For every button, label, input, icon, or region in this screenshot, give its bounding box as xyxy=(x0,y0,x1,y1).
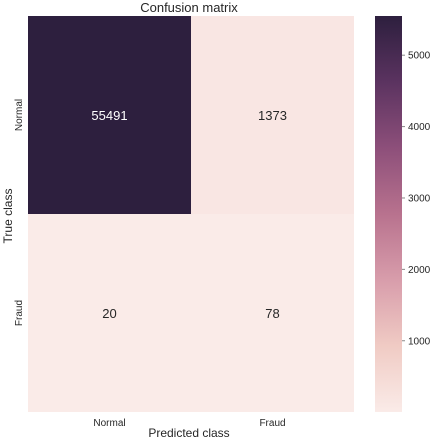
y-axis-tick-labels: Normal Fraud xyxy=(14,99,25,326)
x-tick-label: Fraud xyxy=(259,418,285,429)
colorbar-tick-label: 30000 xyxy=(408,193,430,204)
y-tick-label: Normal xyxy=(14,99,25,131)
colorbar-tick-labels: 10000 20000 30000 40000 50000 xyxy=(402,51,430,347)
x-axis-label: Predicted class xyxy=(148,426,229,440)
heatmap-cell xyxy=(191,214,354,412)
cell-value-label: 1373 xyxy=(258,108,287,123)
heatmap-cell xyxy=(28,214,191,412)
colorbar-tick-label: 40000 xyxy=(408,122,430,133)
chart-title: Confusion matrix xyxy=(140,0,238,15)
colorbar-tick-label: 20000 xyxy=(408,265,430,276)
cell-value-label: 55491 xyxy=(91,108,127,123)
heatmap-cell xyxy=(28,16,191,214)
cell-value-label: 20 xyxy=(102,306,116,321)
heatmap-cell xyxy=(191,16,354,214)
heatmap-grid: 55491 1373 20 78 xyxy=(28,16,354,412)
y-axis-label: True class xyxy=(1,189,15,244)
colorbar-tick-label: 50000 xyxy=(408,51,430,62)
x-axis-tick-labels: Normal Fraud xyxy=(93,418,285,429)
y-tick-label: Fraud xyxy=(14,300,25,326)
colorbar xyxy=(375,16,402,412)
cell-value-label: 78 xyxy=(265,306,279,321)
colorbar-tick-label: 10000 xyxy=(408,336,430,347)
x-tick-label: Normal xyxy=(93,418,125,429)
